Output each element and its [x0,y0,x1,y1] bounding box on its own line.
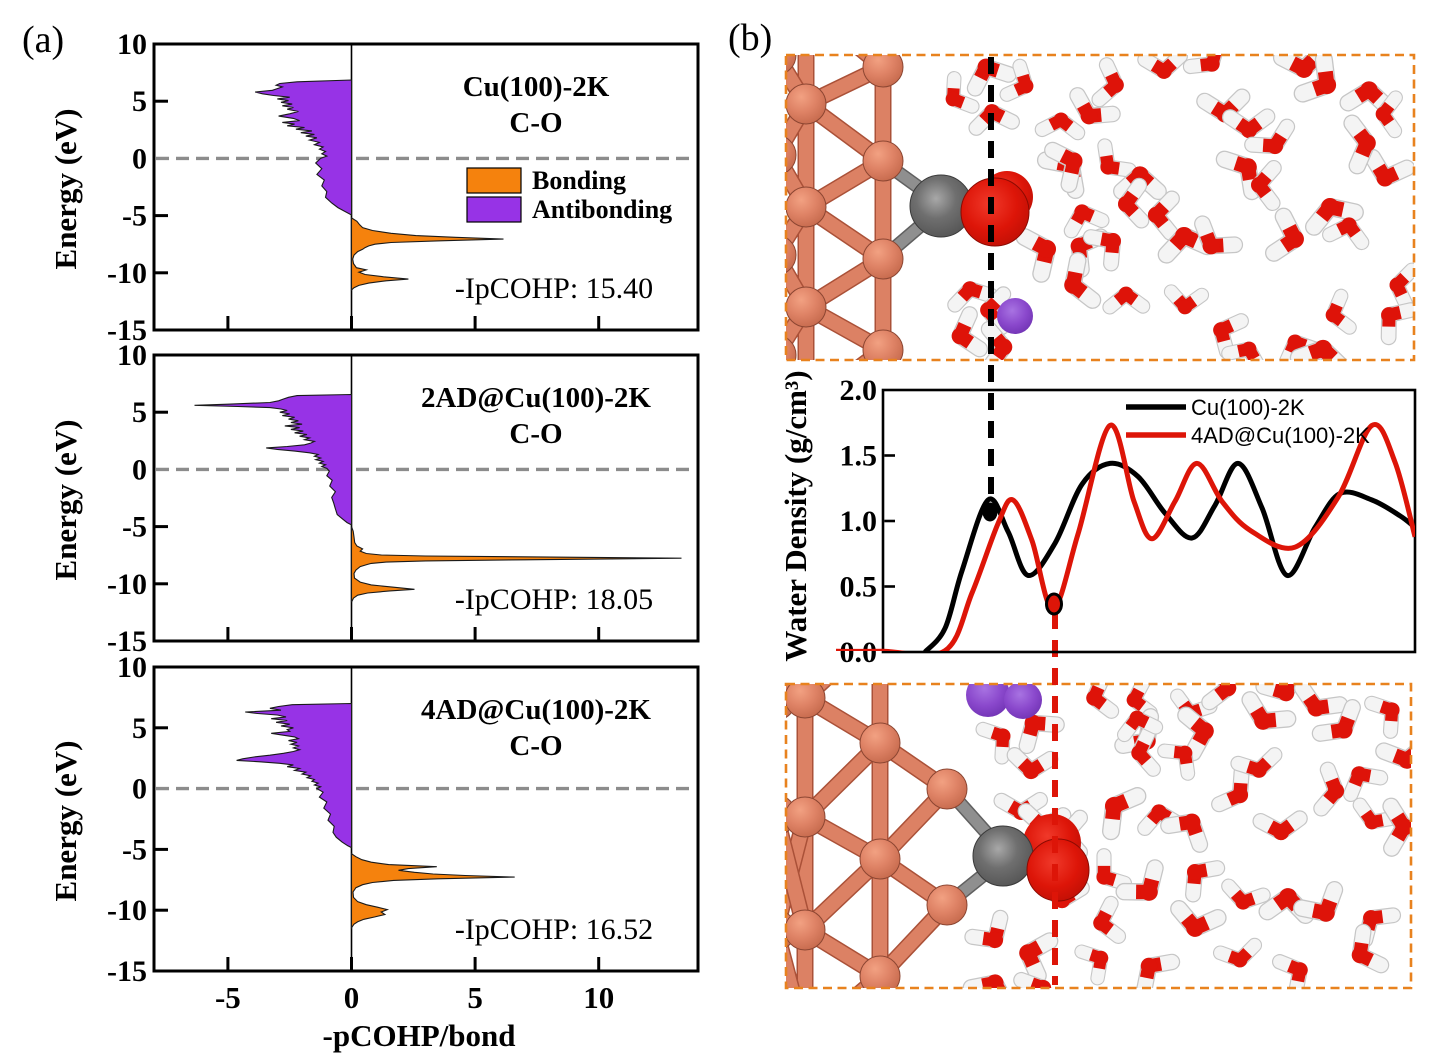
svg-text:C-O: C-O [509,730,562,762]
svg-text:-IpCOHP: 16.52: -IpCOHP: 16.52 [455,913,653,946]
svg-text:10: 10 [117,28,147,61]
svg-text:Cu(100)-2K: Cu(100)-2K [463,71,610,103]
svg-text:-5: -5 [122,200,147,233]
svg-text:-pCOHP/bond: -pCOHP/bond [323,1018,516,1053]
svg-text:Energy (eV): Energy (eV) [48,109,83,270]
svg-text:-10: -10 [107,257,147,290]
svg-text:0.0: 0.0 [840,636,878,669]
svg-text:(b): (b) [728,17,772,59]
svg-text:10: 10 [117,651,147,684]
svg-text:5: 5 [132,85,147,118]
svg-text:C-O: C-O [509,418,562,450]
svg-text:0: 0 [132,773,147,806]
svg-text:2.0: 2.0 [840,374,878,407]
svg-text:Energy (eV): Energy (eV) [48,741,83,902]
svg-text:4AD@Cu(100)-2K: 4AD@Cu(100)-2K [1191,423,1370,448]
svg-text:1.0: 1.0 [840,505,878,538]
svg-text:0.5: 0.5 [840,571,878,604]
svg-text:10: 10 [583,980,614,1015]
svg-text:0: 0 [132,453,147,486]
svg-text:Energy (eV): Energy (eV) [48,420,83,581]
svg-text:-IpCOHP: 15.40: -IpCOHP: 15.40 [455,272,653,305]
svg-text:5: 5 [132,712,147,745]
svg-text:5: 5 [132,396,147,429]
svg-text:1.5: 1.5 [840,440,878,473]
svg-text:(a): (a) [22,19,64,61]
svg-text:Cu(100)-2K: Cu(100)-2K [1191,395,1305,420]
svg-text:-15: -15 [107,314,147,347]
svg-text:-10: -10 [107,568,147,601]
svg-text:-15: -15 [107,625,147,658]
svg-text:-15: -15 [107,955,147,988]
svg-text:Antibonding: Antibonding [532,195,672,224]
svg-text:2AD@Cu(100)-2K: 2AD@Cu(100)-2K [421,382,651,414]
svg-text:4AD@Cu(100)-2K: 4AD@Cu(100)-2K [421,694,651,726]
svg-text:5: 5 [467,980,483,1015]
svg-text:-5: -5 [122,833,147,866]
svg-text:0: 0 [132,142,147,175]
svg-text:C-O: C-O [509,107,562,139]
svg-text:10: 10 [117,339,147,372]
svg-text:-5: -5 [215,980,241,1015]
svg-text:-5: -5 [122,511,147,544]
svg-text:Water Density (g/cm³): Water Density (g/cm³) [778,370,813,661]
svg-text:-10: -10 [107,894,147,927]
svg-text:Bonding: Bonding [532,166,626,195]
svg-text:0: 0 [344,980,360,1015]
svg-text:-IpCOHP: 18.05: -IpCOHP: 18.05 [455,583,653,616]
